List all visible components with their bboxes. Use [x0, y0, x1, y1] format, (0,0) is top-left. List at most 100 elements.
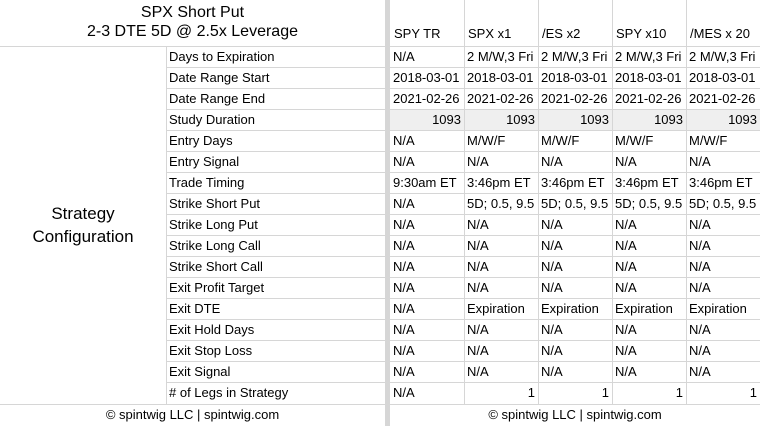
table-cell: 2021-02-26: [467, 91, 534, 106]
table-cell: N/A: [689, 280, 711, 295]
table-cell: N/A: [615, 217, 637, 232]
table-cell: N/A: [689, 322, 711, 337]
table-cell: N/A: [615, 322, 637, 337]
grid-line: [0, 46, 760, 47]
row-label: Date Range Start: [169, 70, 270, 85]
table-cell: 3:46pm ET: [615, 175, 679, 190]
grid-line: [166, 256, 760, 257]
grid-line: [166, 382, 760, 383]
table-cell: 2021-02-26: [541, 91, 608, 106]
table-cell: N/A: [541, 217, 563, 232]
table-cell: N/A: [689, 343, 711, 358]
table-cell: N/A: [393, 364, 415, 379]
table-cell: 2021-02-26: [615, 91, 682, 106]
table-cell: 5D; 0.5, 9.5: [467, 196, 535, 211]
column-header: /MES x 20: [690, 26, 750, 41]
grid-line: [166, 319, 760, 320]
table-cell: 2021-02-26: [393, 91, 460, 106]
grid-line: [166, 298, 760, 299]
table-cell: 1093: [464, 109, 538, 130]
grid-line: [166, 361, 760, 362]
table-cell: N/A: [615, 364, 637, 379]
table-cell: Expiration: [467, 301, 525, 316]
title-line-2: 2-3 DTE 5D @ 2.5x Leverage: [86, 23, 298, 40]
table-cell: 1: [527, 385, 535, 400]
table-cell: 1: [675, 385, 683, 400]
table-cell: M/W/F: [467, 133, 506, 148]
row-label: Strike Short Put: [169, 196, 261, 211]
grid-line: [538, 0, 539, 404]
table-cell: N/A: [467, 217, 489, 232]
table-cell: N/A: [393, 343, 415, 358]
grid-line: [166, 193, 760, 194]
table-cell: 2018-03-01: [393, 70, 460, 85]
grid-line: [166, 151, 760, 152]
table-cell: 3:46pm ET: [467, 175, 531, 190]
row-label: Exit Hold Days: [169, 322, 255, 337]
grid-line: [0, 404, 760, 405]
table-cell: Expiration: [689, 301, 747, 316]
grid-line: [166, 340, 760, 341]
table-cell: 5D; 0.5, 9.5: [615, 196, 683, 211]
row-label: Exit Stop Loss: [169, 343, 253, 358]
table-cell: 2 M/W,3 Fri: [615, 49, 682, 64]
row-label: Strike Short Call: [169, 259, 263, 274]
table-cell: 2018-03-01: [467, 70, 534, 85]
row-label: Exit DTE: [169, 301, 221, 316]
footer-left: © spintwig LLC | spintwig.com: [105, 407, 280, 422]
table-cell: N/A: [541, 154, 563, 169]
table-cell: 2018-03-01: [541, 70, 608, 85]
table-cell: N/A: [689, 238, 711, 253]
table-cell: N/A: [541, 364, 563, 379]
table-cell: M/W/F: [541, 133, 580, 148]
table-cell: 1: [601, 385, 609, 400]
table-cell: N/A: [393, 259, 415, 274]
grid-line: [166, 214, 760, 215]
table-cell: N/A: [689, 364, 711, 379]
table-cell: 1093: [538, 109, 612, 130]
column-header: SPY TR: [394, 26, 441, 41]
table-cell: N/A: [541, 238, 563, 253]
table-cell: N/A: [467, 322, 489, 337]
table-cell: 2018-03-01: [689, 70, 756, 85]
table-cell: 2 M/W,3 Fri: [541, 49, 608, 64]
table-cell: N/A: [541, 280, 563, 295]
row-label: Exit Signal: [169, 364, 231, 379]
table-cell: N/A: [393, 385, 415, 400]
table-cell: N/A: [393, 154, 415, 169]
table-cell: 3:46pm ET: [689, 175, 753, 190]
table-cell: N/A: [467, 364, 489, 379]
row-label: Days to Expiration: [169, 49, 275, 64]
table-cell: N/A: [541, 259, 563, 274]
row-label: Study Duration: [169, 112, 255, 127]
grid-line: [166, 67, 760, 68]
table-cell: N/A: [393, 217, 415, 232]
column-divider: [385, 0, 390, 426]
row-label: Entry Days: [169, 133, 233, 148]
table-cell: 9:30am ET: [393, 175, 457, 190]
table-cell: N/A: [615, 238, 637, 253]
table-cell: N/A: [393, 238, 415, 253]
table-cell: N/A: [615, 259, 637, 274]
row-label: Trade Timing: [169, 175, 245, 190]
table-cell: N/A: [467, 238, 489, 253]
table-cell: N/A: [467, 280, 489, 295]
table-cell: N/A: [393, 49, 415, 64]
table-cell: N/A: [393, 322, 415, 337]
grid-line: [612, 0, 613, 404]
table-cell: N/A: [689, 217, 711, 232]
table-cell: 1093: [390, 109, 464, 130]
table-cell: Expiration: [541, 301, 599, 316]
table-cell: 5D; 0.5, 9.5: [689, 196, 757, 211]
table-cell: N/A: [467, 343, 489, 358]
table-cell: N/A: [467, 259, 489, 274]
table-cell: 2018-03-01: [615, 70, 682, 85]
table-cell: N/A: [393, 280, 415, 295]
row-label: Date Range End: [169, 91, 266, 106]
grid-line: [166, 130, 760, 131]
row-label: Strike Long Call: [169, 238, 261, 253]
table-cell: 1093: [686, 109, 760, 130]
grid-line: [464, 0, 465, 404]
title-line-1: SPX Short Put: [140, 4, 245, 21]
grid-line: [166, 172, 760, 173]
